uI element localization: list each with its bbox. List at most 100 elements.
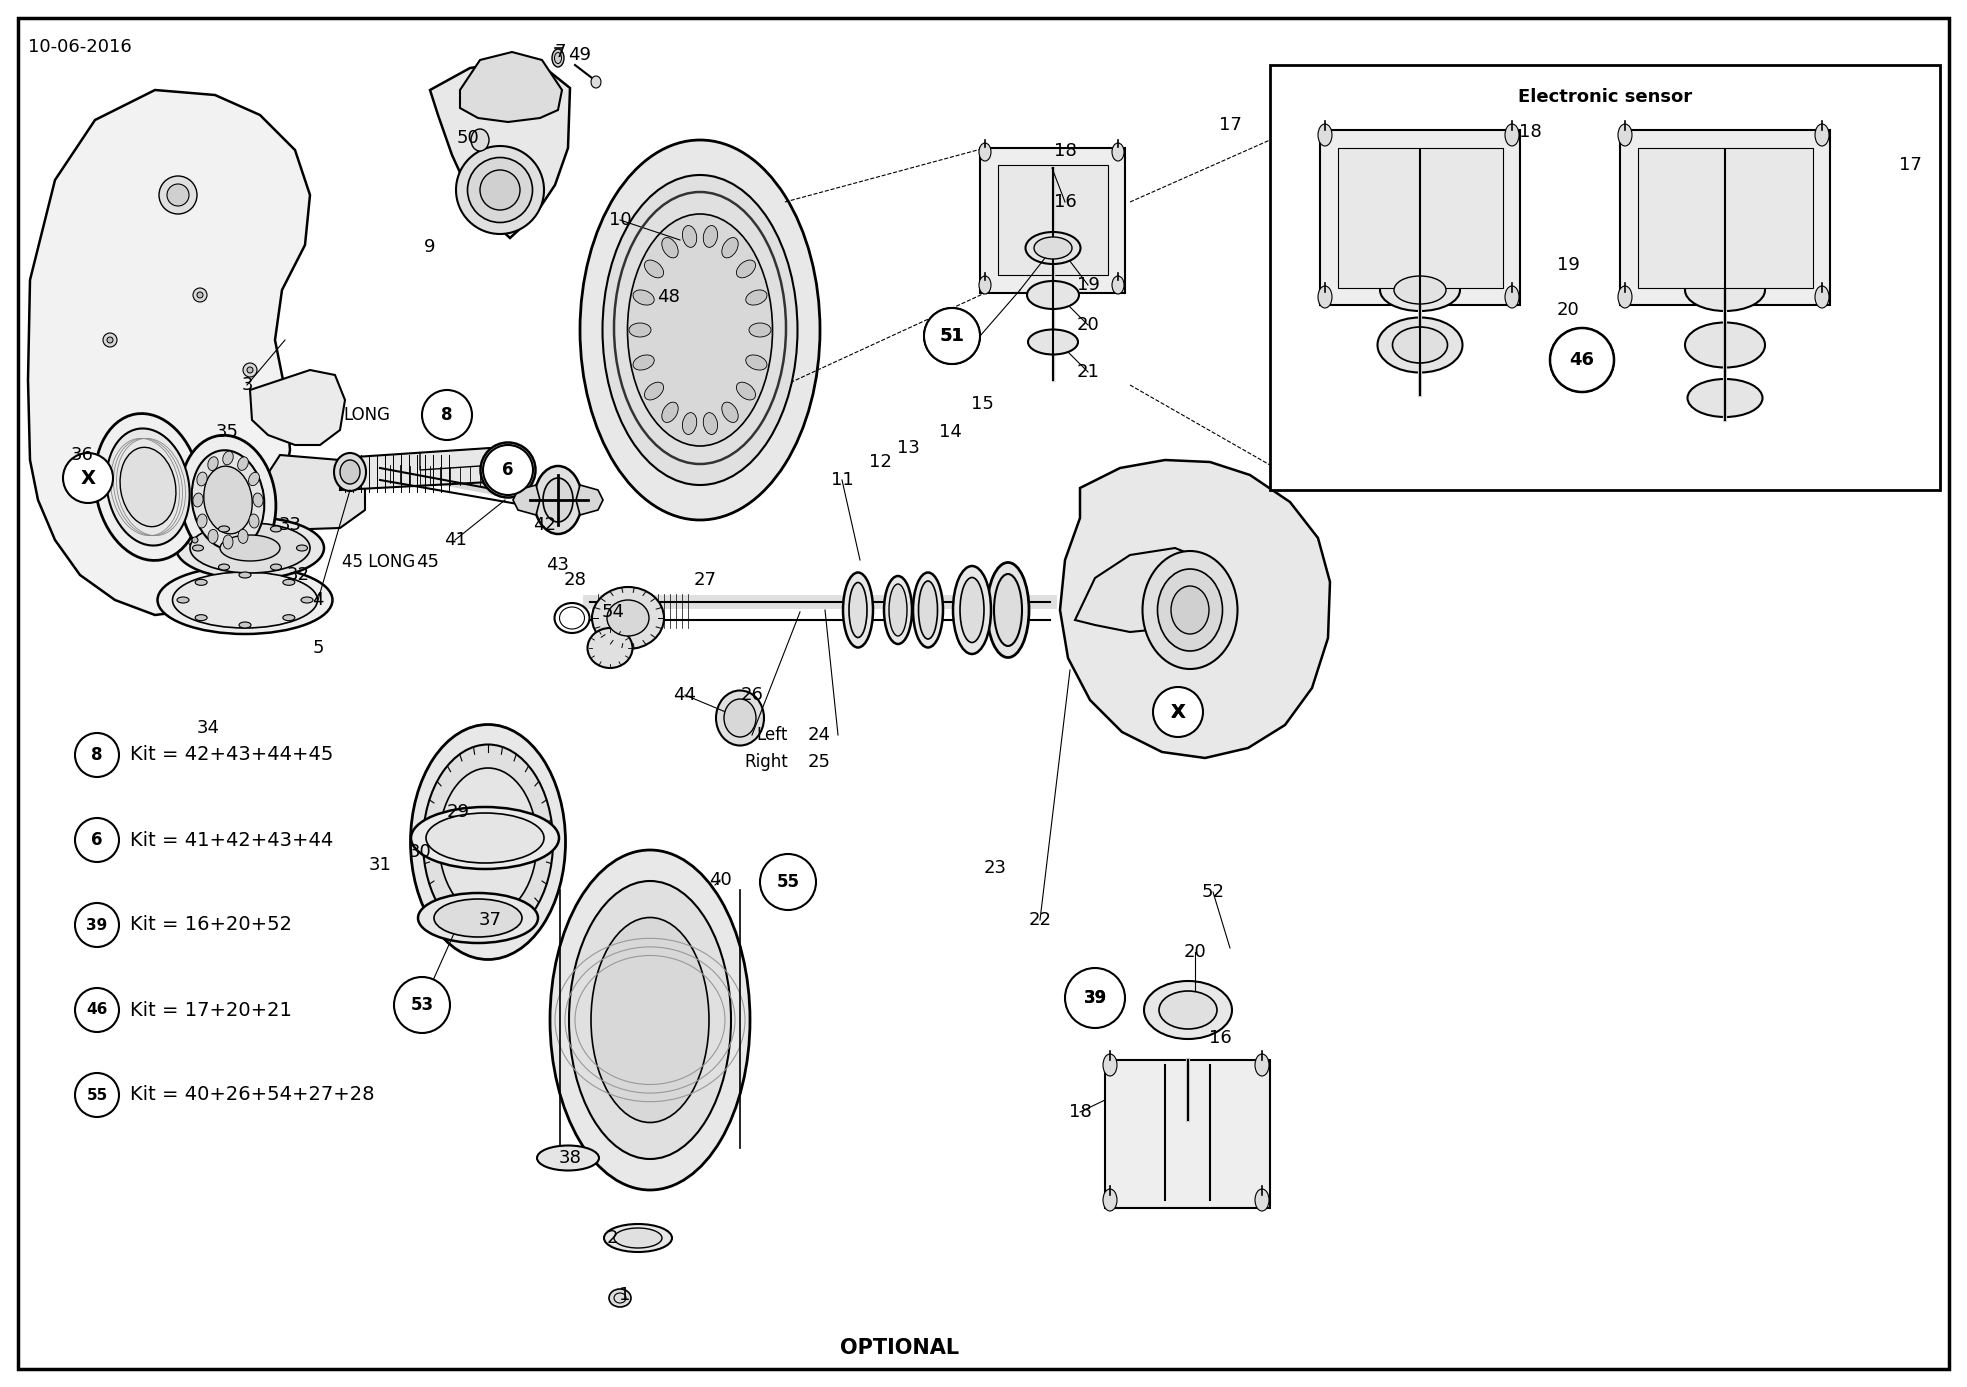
Text: 15: 15 <box>970 395 993 413</box>
Ellipse shape <box>271 565 281 570</box>
Text: 5: 5 <box>313 639 325 657</box>
Circle shape <box>423 390 472 440</box>
Ellipse shape <box>1103 1189 1117 1211</box>
Ellipse shape <box>250 515 260 528</box>
Ellipse shape <box>218 565 230 570</box>
Text: 6: 6 <box>502 460 513 479</box>
Ellipse shape <box>704 226 718 247</box>
Ellipse shape <box>193 537 199 542</box>
Ellipse shape <box>1318 123 1332 146</box>
Ellipse shape <box>222 535 232 549</box>
Ellipse shape <box>1170 585 1210 634</box>
Text: Kit = 42+43+44+45: Kit = 42+43+44+45 <box>130 745 332 764</box>
Ellipse shape <box>1686 269 1764 311</box>
Ellipse shape <box>480 171 519 209</box>
Ellipse shape <box>112 456 118 463</box>
Text: 35: 35 <box>216 423 238 441</box>
Ellipse shape <box>1505 123 1519 146</box>
Ellipse shape <box>850 583 867 638</box>
Ellipse shape <box>1619 286 1633 308</box>
Ellipse shape <box>193 492 203 506</box>
Polygon shape <box>460 51 563 122</box>
Ellipse shape <box>889 584 907 637</box>
Ellipse shape <box>1381 269 1460 311</box>
Text: 43: 43 <box>547 556 570 574</box>
Text: Kit = 41+42+43+44: Kit = 41+42+43+44 <box>130 831 332 849</box>
Bar <box>1338 148 1503 288</box>
Ellipse shape <box>645 259 663 277</box>
Ellipse shape <box>1686 323 1764 368</box>
Ellipse shape <box>248 473 260 485</box>
Text: Kit = 16+20+52: Kit = 16+20+52 <box>130 915 291 935</box>
Ellipse shape <box>209 530 218 544</box>
Ellipse shape <box>993 574 1023 646</box>
Ellipse shape <box>629 323 651 337</box>
Text: 39: 39 <box>1084 989 1107 1007</box>
Ellipse shape <box>590 76 602 87</box>
Ellipse shape <box>960 577 984 642</box>
Ellipse shape <box>592 587 665 649</box>
Text: Electronic sensor: Electronic sensor <box>1519 87 1692 105</box>
Ellipse shape <box>419 893 539 943</box>
Ellipse shape <box>580 140 820 520</box>
Ellipse shape <box>301 596 313 603</box>
Text: 26: 26 <box>740 687 763 705</box>
Ellipse shape <box>209 456 218 470</box>
Ellipse shape <box>205 466 252 534</box>
Circle shape <box>63 454 112 503</box>
Ellipse shape <box>177 596 189 603</box>
Ellipse shape <box>633 290 655 305</box>
Ellipse shape <box>181 436 275 565</box>
Ellipse shape <box>435 899 521 938</box>
Text: 3: 3 <box>242 376 252 394</box>
Ellipse shape <box>159 176 197 214</box>
Ellipse shape <box>987 563 1029 657</box>
Ellipse shape <box>919 581 938 639</box>
Text: 46: 46 <box>1570 351 1595 369</box>
Ellipse shape <box>108 454 122 467</box>
Ellipse shape <box>1505 286 1519 308</box>
Text: 28: 28 <box>565 571 586 589</box>
Ellipse shape <box>1255 1054 1269 1076</box>
Circle shape <box>484 445 533 495</box>
Circle shape <box>924 308 980 363</box>
Ellipse shape <box>242 487 248 492</box>
Ellipse shape <box>240 621 252 628</box>
Ellipse shape <box>614 1227 663 1248</box>
Text: 23: 23 <box>984 859 1007 877</box>
Ellipse shape <box>218 526 230 533</box>
Text: 19: 19 <box>1076 276 1100 294</box>
Ellipse shape <box>244 363 258 377</box>
Circle shape <box>393 976 450 1033</box>
Ellipse shape <box>1816 286 1829 308</box>
Ellipse shape <box>724 699 755 736</box>
Ellipse shape <box>1255 1189 1269 1211</box>
Text: 7: 7 <box>555 43 566 61</box>
Text: 29: 29 <box>447 803 470 821</box>
Ellipse shape <box>633 355 655 370</box>
Ellipse shape <box>661 237 679 258</box>
Text: 30: 30 <box>409 843 431 861</box>
Text: 41: 41 <box>445 531 466 549</box>
Polygon shape <box>340 448 509 490</box>
Ellipse shape <box>106 337 112 343</box>
Ellipse shape <box>1027 282 1080 309</box>
Text: 17: 17 <box>1220 117 1241 135</box>
Ellipse shape <box>602 175 797 485</box>
Text: 21: 21 <box>1556 354 1580 370</box>
Text: 38: 38 <box>559 1148 582 1166</box>
Ellipse shape <box>627 214 773 447</box>
Ellipse shape <box>645 383 663 399</box>
Text: 8: 8 <box>90 746 102 764</box>
Circle shape <box>1550 327 1615 393</box>
Text: 13: 13 <box>897 440 919 456</box>
Text: 16: 16 <box>1208 1029 1231 1047</box>
Text: 34: 34 <box>197 718 220 736</box>
Text: Kit = 40+26+54+27+28: Kit = 40+26+54+27+28 <box>130 1086 374 1104</box>
Text: 12: 12 <box>869 454 891 472</box>
Ellipse shape <box>423 745 553 939</box>
Ellipse shape <box>254 492 264 508</box>
Text: 45: 45 <box>417 553 439 571</box>
Ellipse shape <box>1029 330 1078 355</box>
Text: 33: 33 <box>279 516 301 534</box>
